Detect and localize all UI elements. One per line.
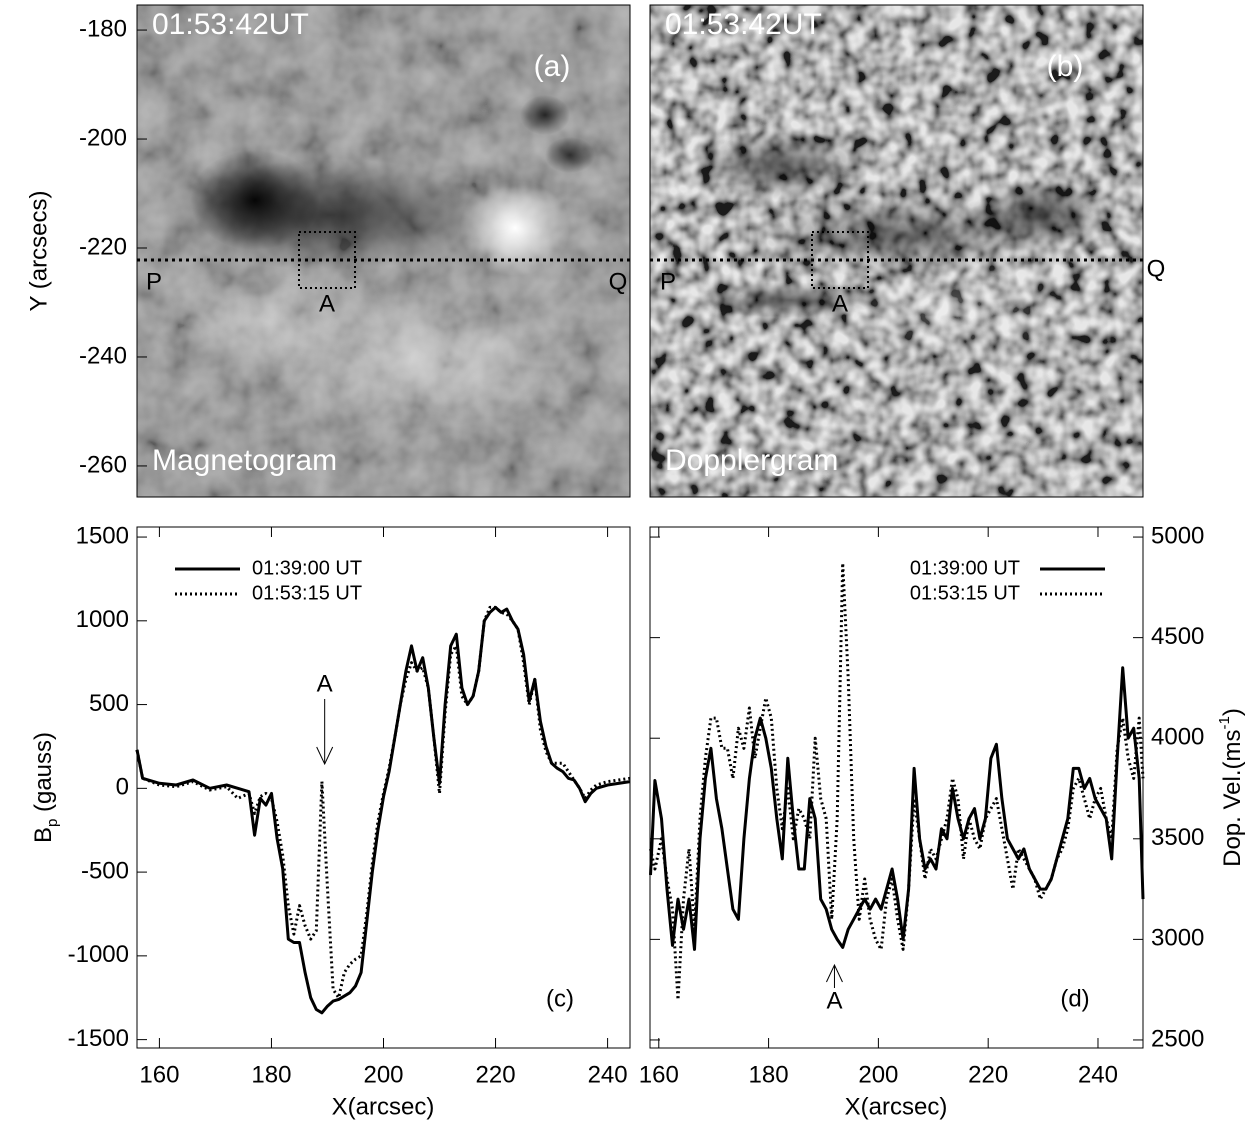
x-tick-label: 200 [363,1061,403,1088]
time-label: 01:53:42UT [665,8,822,41]
x-tick-label: 240 [1078,1061,1118,1088]
y-tick-label: -240 [79,342,127,369]
y-axis-label-part: (gauss) [30,732,57,819]
magnetogram-image [137,5,630,497]
y-tick-label: -220 [79,233,127,260]
plot-frame [649,526,1144,1049]
frame [649,4,1144,498]
legend-label: 01:53:15 UT [910,582,1020,604]
data-line [649,666,1145,951]
y2-tick-label: 3500 [1151,824,1204,851]
y-tick-label: 1500 [76,522,129,549]
time-label: 01:53:42UT [152,8,309,41]
data-line [135,605,631,1015]
panel-label: (a) [534,50,571,83]
x-tick-label: 180 [251,1061,291,1088]
y2-tick-label: 2500 [1151,1025,1204,1052]
data-line [649,561,1145,1002]
annotation-label: A [317,670,333,697]
arrow-head [316,746,334,766]
legend-label: 01:53:15 UT [252,582,362,604]
y-tick-label: -200 [79,124,127,151]
panel-label: (d) [1060,985,1089,1012]
y-tick-label: 0 [116,774,129,801]
y-tick-label: -260 [79,451,127,478]
x-axis-label: X(arcsec) [332,1093,435,1120]
y-tick-label: -180 [79,15,127,42]
y2-tick-label: 4500 [1151,623,1204,650]
y-axis-label-part: -1 [1216,716,1233,729]
y2-tick-label: 3000 [1151,925,1204,952]
data-line [135,605,631,1000]
panel-label: (b) [1047,50,1084,83]
dopplergram-image [650,5,1143,497]
x-tick-label: 180 [749,1061,789,1088]
legend-label: 01:39:00 UT [910,557,1020,579]
cut-label: P [146,268,162,295]
y-axis-label: Bp (gauss) [30,732,61,843]
y2-tick-label: 5000 [1151,522,1204,549]
y2-tick-label: 4000 [1151,724,1204,751]
cut-label: P [660,268,676,295]
x-tick-label: 160 [139,1061,179,1088]
annotation-label: A [826,987,842,1014]
y-tick-label: -500 [81,857,129,884]
box-label: A [832,290,848,317]
x-axis-label: X(arcsec) [845,1093,948,1120]
y-axis-label-part: ) [1219,708,1246,716]
x-tick-label: 240 [588,1061,628,1088]
x-tick-label: 200 [858,1061,898,1088]
y-tick-label: 500 [89,690,129,717]
x-tick-label: 220 [968,1061,1008,1088]
y-tick-label: -1000 [68,941,129,968]
box-label: A [319,290,335,317]
y-axis-label-part: B [30,827,57,843]
legend-label: 01:39:00 UT [252,557,362,579]
cut-label: Q [1147,255,1166,282]
y-axis-label-part: p [44,819,61,827]
y-axis-label: Y (arcsecs) [25,191,52,312]
x-tick-label: 220 [476,1061,516,1088]
panel-title: Magnetogram [152,444,337,477]
cut-label: Q [609,268,628,295]
panel-label: (c) [546,985,574,1012]
y-axis-label-part: Dop. Vel.(ms [1219,729,1246,866]
panel-title: Dopplergram [665,444,838,477]
y-tick-label: 1000 [76,606,129,633]
y-axis-label: Dop. Vel.(ms-1) [1216,708,1246,867]
y-tick-label: -1500 [68,1025,129,1052]
frame [136,4,631,498]
arrow-head [826,963,843,983]
x-tick-label: 160 [639,1061,679,1088]
